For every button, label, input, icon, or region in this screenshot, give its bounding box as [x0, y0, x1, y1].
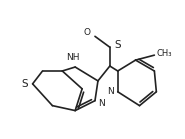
Text: S: S	[115, 40, 121, 50]
Text: NH: NH	[66, 53, 80, 62]
Text: O: O	[84, 28, 90, 37]
Text: N: N	[99, 99, 105, 108]
Text: S: S	[21, 79, 28, 89]
Text: N: N	[107, 87, 114, 96]
Text: CH₃: CH₃	[157, 49, 172, 58]
